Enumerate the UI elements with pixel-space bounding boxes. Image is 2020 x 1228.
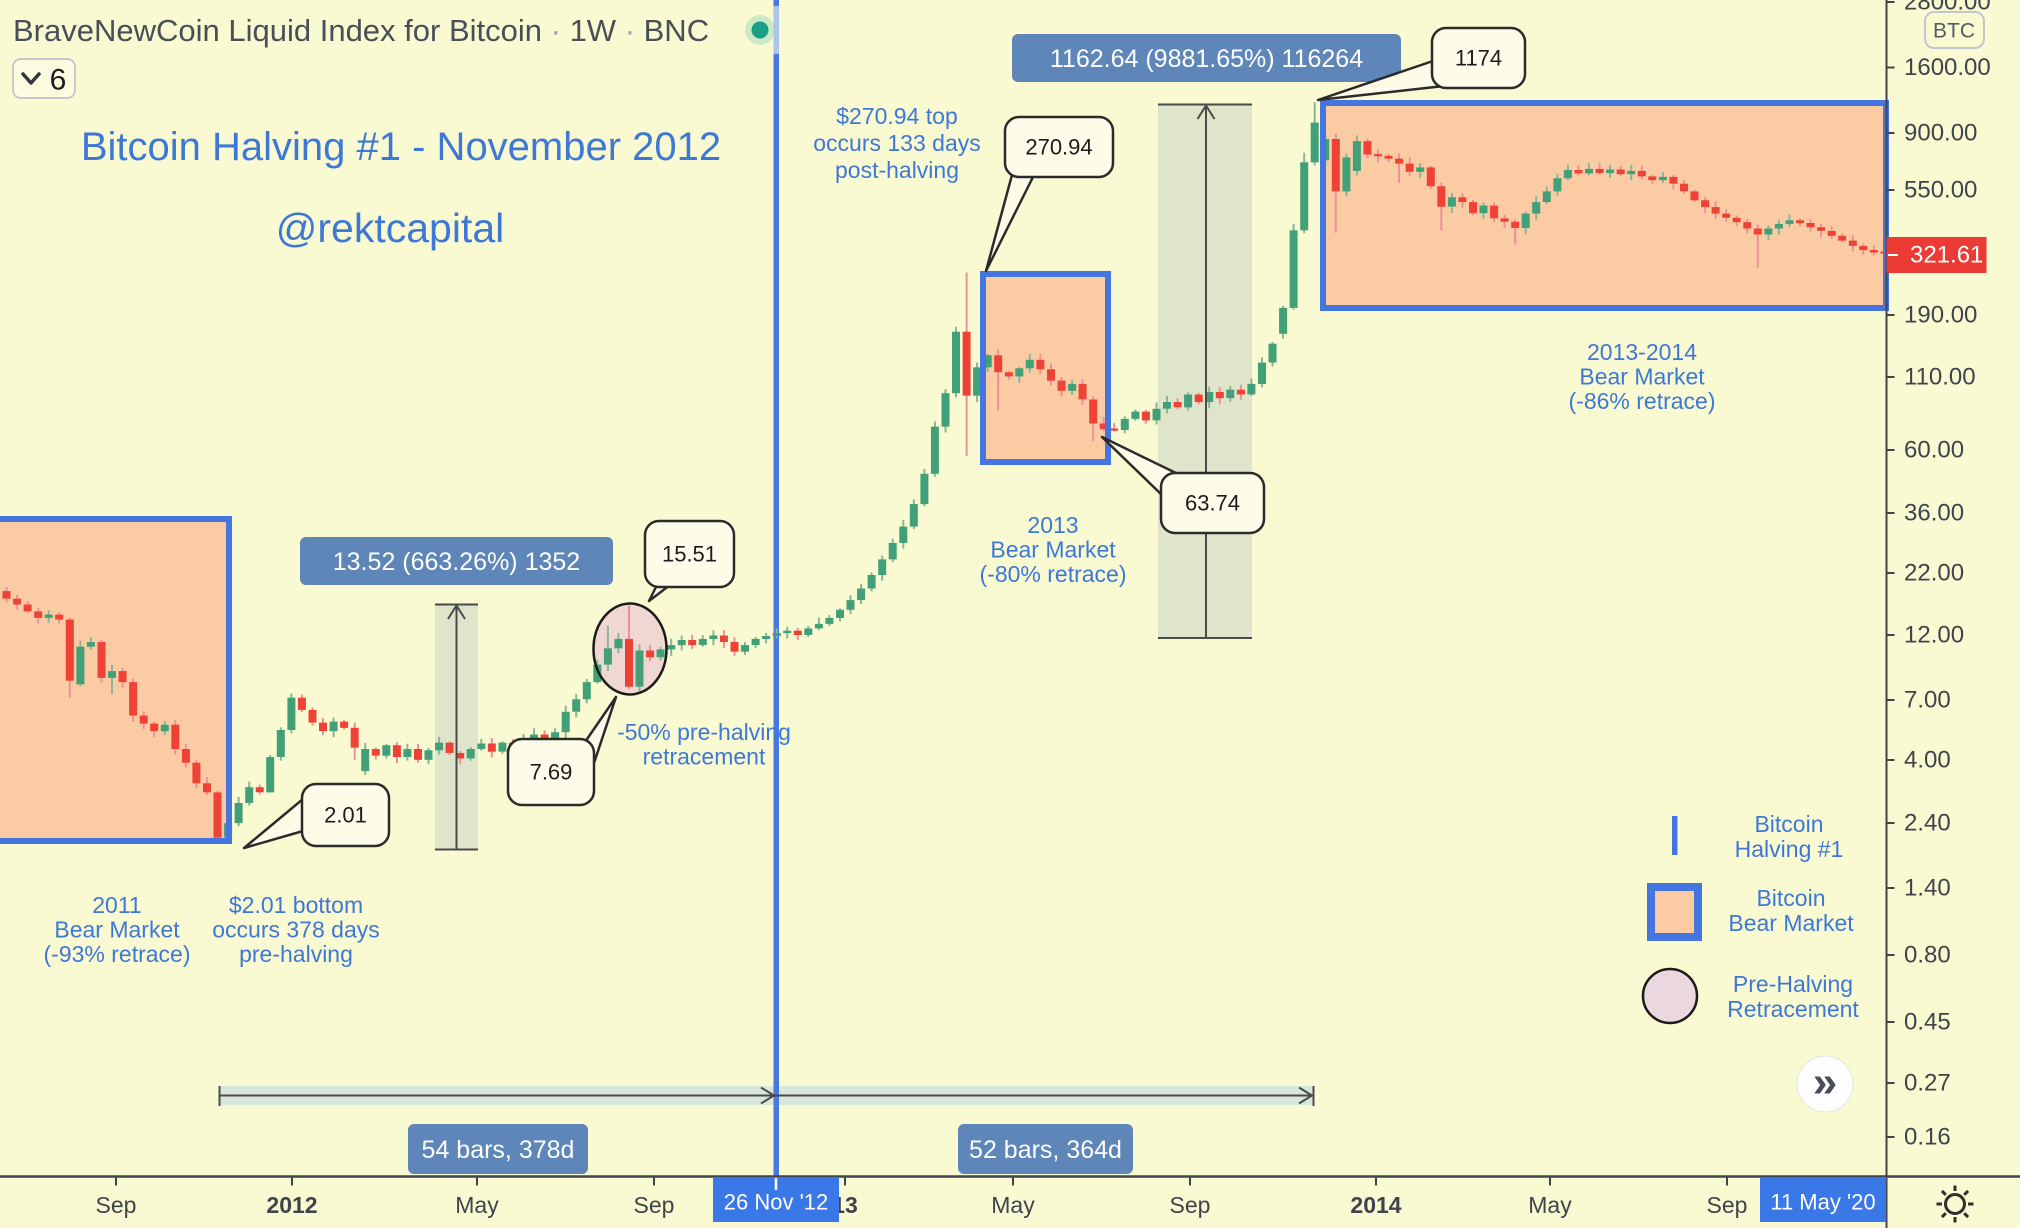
svg-text:12.00: 12.00 — [1904, 622, 1964, 649]
svg-text:4.00: 4.00 — [1904, 747, 1951, 774]
svg-text:Bear Market: Bear Market — [990, 537, 1116, 563]
svg-text:0.27: 0.27 — [1904, 1070, 1951, 1097]
svg-text:Bear Market: Bear Market — [54, 917, 180, 943]
svg-text:May: May — [1528, 1192, 1572, 1218]
svg-text:(-93% retrace): (-93% retrace) — [44, 941, 191, 967]
svg-text:May: May — [455, 1192, 499, 1218]
svg-text:(-86% retrace): (-86% retrace) — [1569, 388, 1716, 414]
svg-text:15.51: 15.51 — [662, 542, 717, 567]
svg-text:1600.00: 1600.00 — [1904, 54, 1991, 81]
svg-text:2013-2014: 2013-2014 — [1587, 339, 1697, 365]
svg-text:Bitcoin: Bitcoin — [1754, 811, 1823, 837]
svg-text:(-80% retrace): (-80% retrace) — [980, 561, 1127, 587]
svg-text:Retracement: Retracement — [1727, 996, 1859, 1022]
svg-text:1174: 1174 — [1455, 46, 1502, 71]
svg-text:63.74: 63.74 — [1185, 491, 1240, 516]
svg-text:Sep: Sep — [1170, 1192, 1211, 1218]
svg-text:60.00: 60.00 — [1904, 437, 1964, 464]
svg-text:retracement: retracement — [643, 744, 766, 770]
svg-text:52 bars, 364d: 52 bars, 364d — [969, 1136, 1122, 1164]
svg-text:0.16: 0.16 — [1904, 1124, 1951, 1151]
svg-text:7.00: 7.00 — [1904, 687, 1951, 714]
svg-text:54 bars, 378d: 54 bars, 378d — [422, 1136, 575, 1164]
svg-text:190.00: 190.00 — [1904, 302, 1977, 329]
svg-text:2014: 2014 — [1350, 1192, 1401, 1218]
svg-text:Bitcoin Halving #1 - November: Bitcoin Halving #1 - November 2012 — [81, 125, 721, 169]
svg-text:22.00: 22.00 — [1904, 560, 1964, 587]
svg-text:2013: 2013 — [1027, 512, 1078, 538]
svg-text:110.00: 110.00 — [1904, 364, 1976, 391]
svg-text:0.45: 0.45 — [1904, 1009, 1951, 1036]
svg-text:Halving #1: Halving #1 — [1735, 836, 1844, 862]
svg-text:0.80: 0.80 — [1904, 942, 1951, 969]
svg-text:2.40: 2.40 — [1904, 810, 1951, 837]
svg-text:BraveNewCoin Liquid Index for: BraveNewCoin Liquid Index for Bitcoin · … — [13, 13, 709, 48]
svg-text:Pre-Halving: Pre-Halving — [1733, 971, 1853, 997]
svg-text:Bear Market: Bear Market — [1728, 910, 1854, 936]
svg-text:Sep: Sep — [634, 1192, 675, 1218]
svg-text:@rektcapital: @rektcapital — [276, 205, 504, 251]
svg-text:270.94: 270.94 — [1025, 135, 1092, 160]
svg-text:BTC: BTC — [1933, 20, 1975, 43]
svg-text:2.01: 2.01 — [324, 803, 367, 828]
svg-text:2012: 2012 — [266, 1192, 317, 1218]
svg-text:occurs 133 days: occurs 133 days — [813, 130, 980, 156]
svg-text:Bear Market: Bear Market — [1579, 364, 1705, 390]
svg-text:7.69: 7.69 — [530, 760, 573, 785]
svg-text:550.00: 550.00 — [1904, 177, 1977, 204]
svg-text:-50% pre-halving: -50% pre-halving — [617, 719, 791, 745]
svg-text:321.61: 321.61 — [1910, 242, 1983, 269]
svg-text:11 May '20: 11 May '20 — [1770, 1190, 1875, 1215]
svg-text:»: » — [1813, 1058, 1837, 1107]
svg-text:2011: 2011 — [92, 892, 141, 918]
svg-text:pre-halving: pre-halving — [239, 941, 353, 967]
svg-text:Sep: Sep — [1707, 1192, 1748, 1218]
svg-text:occurs 378 days: occurs 378 days — [212, 917, 379, 943]
svg-text:Bitcoin: Bitcoin — [1756, 885, 1825, 911]
svg-text:$270.94 top: $270.94 top — [836, 103, 958, 129]
svg-text:900.00: 900.00 — [1904, 120, 1977, 147]
svg-text:May: May — [991, 1192, 1035, 1218]
svg-text:$2.01 bottom: $2.01 bottom — [229, 892, 363, 918]
svg-text:13.52 (663.26%) 1352: 13.52 (663.26%) 1352 — [333, 548, 580, 576]
svg-text:1162.64 (9881.65%) 116264: 1162.64 (9881.65%) 116264 — [1050, 45, 1363, 73]
svg-text:1.40: 1.40 — [1904, 875, 1951, 902]
svg-text:Sep: Sep — [96, 1192, 137, 1218]
svg-text:6: 6 — [50, 64, 67, 97]
svg-text:26 Nov '12: 26 Nov '12 — [724, 1190, 829, 1215]
svg-text:post-halving: post-halving — [835, 157, 959, 183]
svg-text:36.00: 36.00 — [1904, 500, 1964, 527]
